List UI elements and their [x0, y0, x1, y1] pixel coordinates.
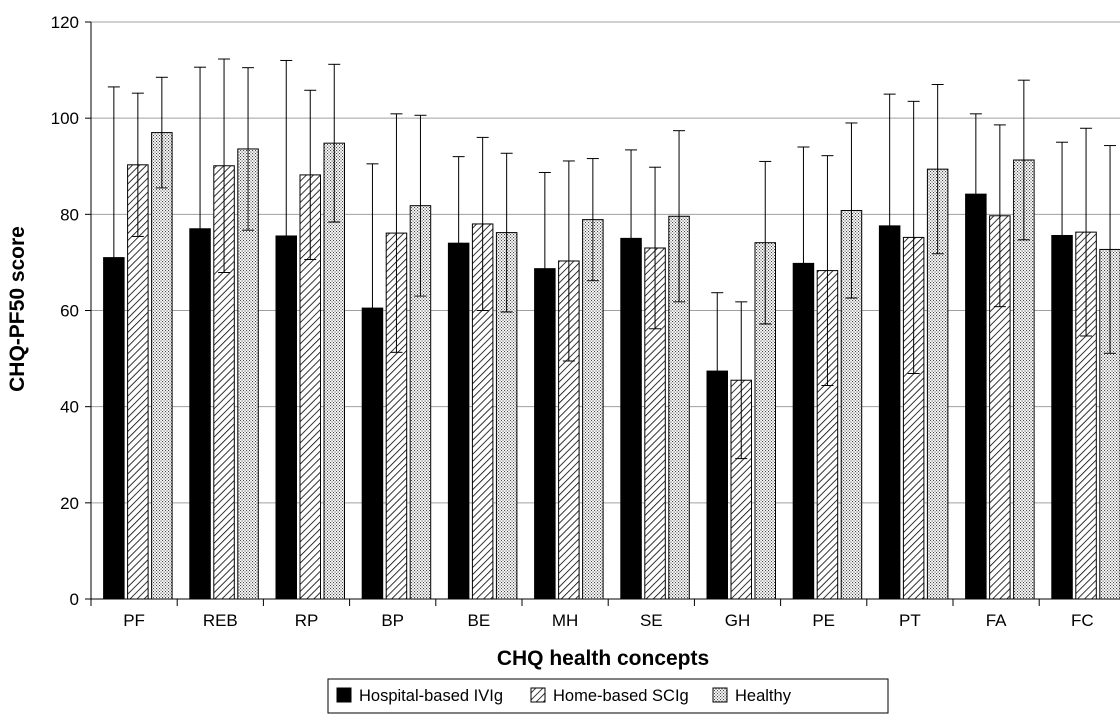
y-axis-title: CHQ-PF50 score — [6, 226, 29, 392]
legend-label: Hospital-based IVIg — [359, 687, 503, 705]
x-tick-label: PT — [899, 611, 921, 630]
x-tick-label: GH — [725, 611, 751, 630]
legend-label: Home-based SCIg — [553, 687, 689, 705]
y-tick-label: 100 — [51, 109, 79, 128]
x-tick-label: MH — [552, 611, 578, 630]
x-tick-label: SE — [640, 611, 663, 630]
x-tick-label: FA — [986, 611, 1007, 630]
legend-label: Healthy — [735, 687, 792, 705]
y-tick-label: 120 — [51, 13, 79, 32]
y-tick-label: 0 — [70, 590, 79, 609]
error-bars — [107, 58, 1117, 460]
x-tick-label: FC — [1071, 611, 1094, 630]
y-tick-label: 40 — [60, 398, 79, 417]
gridlines — [91, 21, 1120, 504]
y-tick-label: 80 — [60, 205, 79, 224]
bar — [151, 132, 173, 600]
legend: Hospital-based IVIg Home-based SCIg Health… — [327, 678, 889, 714]
bars — [103, 132, 1120, 600]
legend-box — [327, 678, 889, 714]
y-tick-label: 20 — [60, 494, 79, 513]
x-tick-label: PE — [812, 611, 835, 630]
y-tick-labels: 0 20 40 60 80 100 120 — [51, 13, 79, 609]
x-axis-title: CHQ health concepts — [497, 647, 709, 670]
legend-swatch — [712, 687, 728, 703]
axes — [85, 21, 1120, 606]
x-tick-label: RP — [295, 611, 319, 630]
legend-swatch — [530, 687, 546, 703]
x-tick-labels: PF REB RP BP BE MH SE GH PE PT FA FC — [123, 611, 1093, 630]
x-tick-label: PF — [123, 611, 145, 630]
x-tick-label: REB — [203, 611, 238, 630]
y-tick-label: 60 — [60, 302, 79, 321]
x-tick-label: BP — [381, 611, 404, 630]
legend-swatch — [336, 687, 352, 703]
x-tick-label: BE — [468, 611, 491, 630]
